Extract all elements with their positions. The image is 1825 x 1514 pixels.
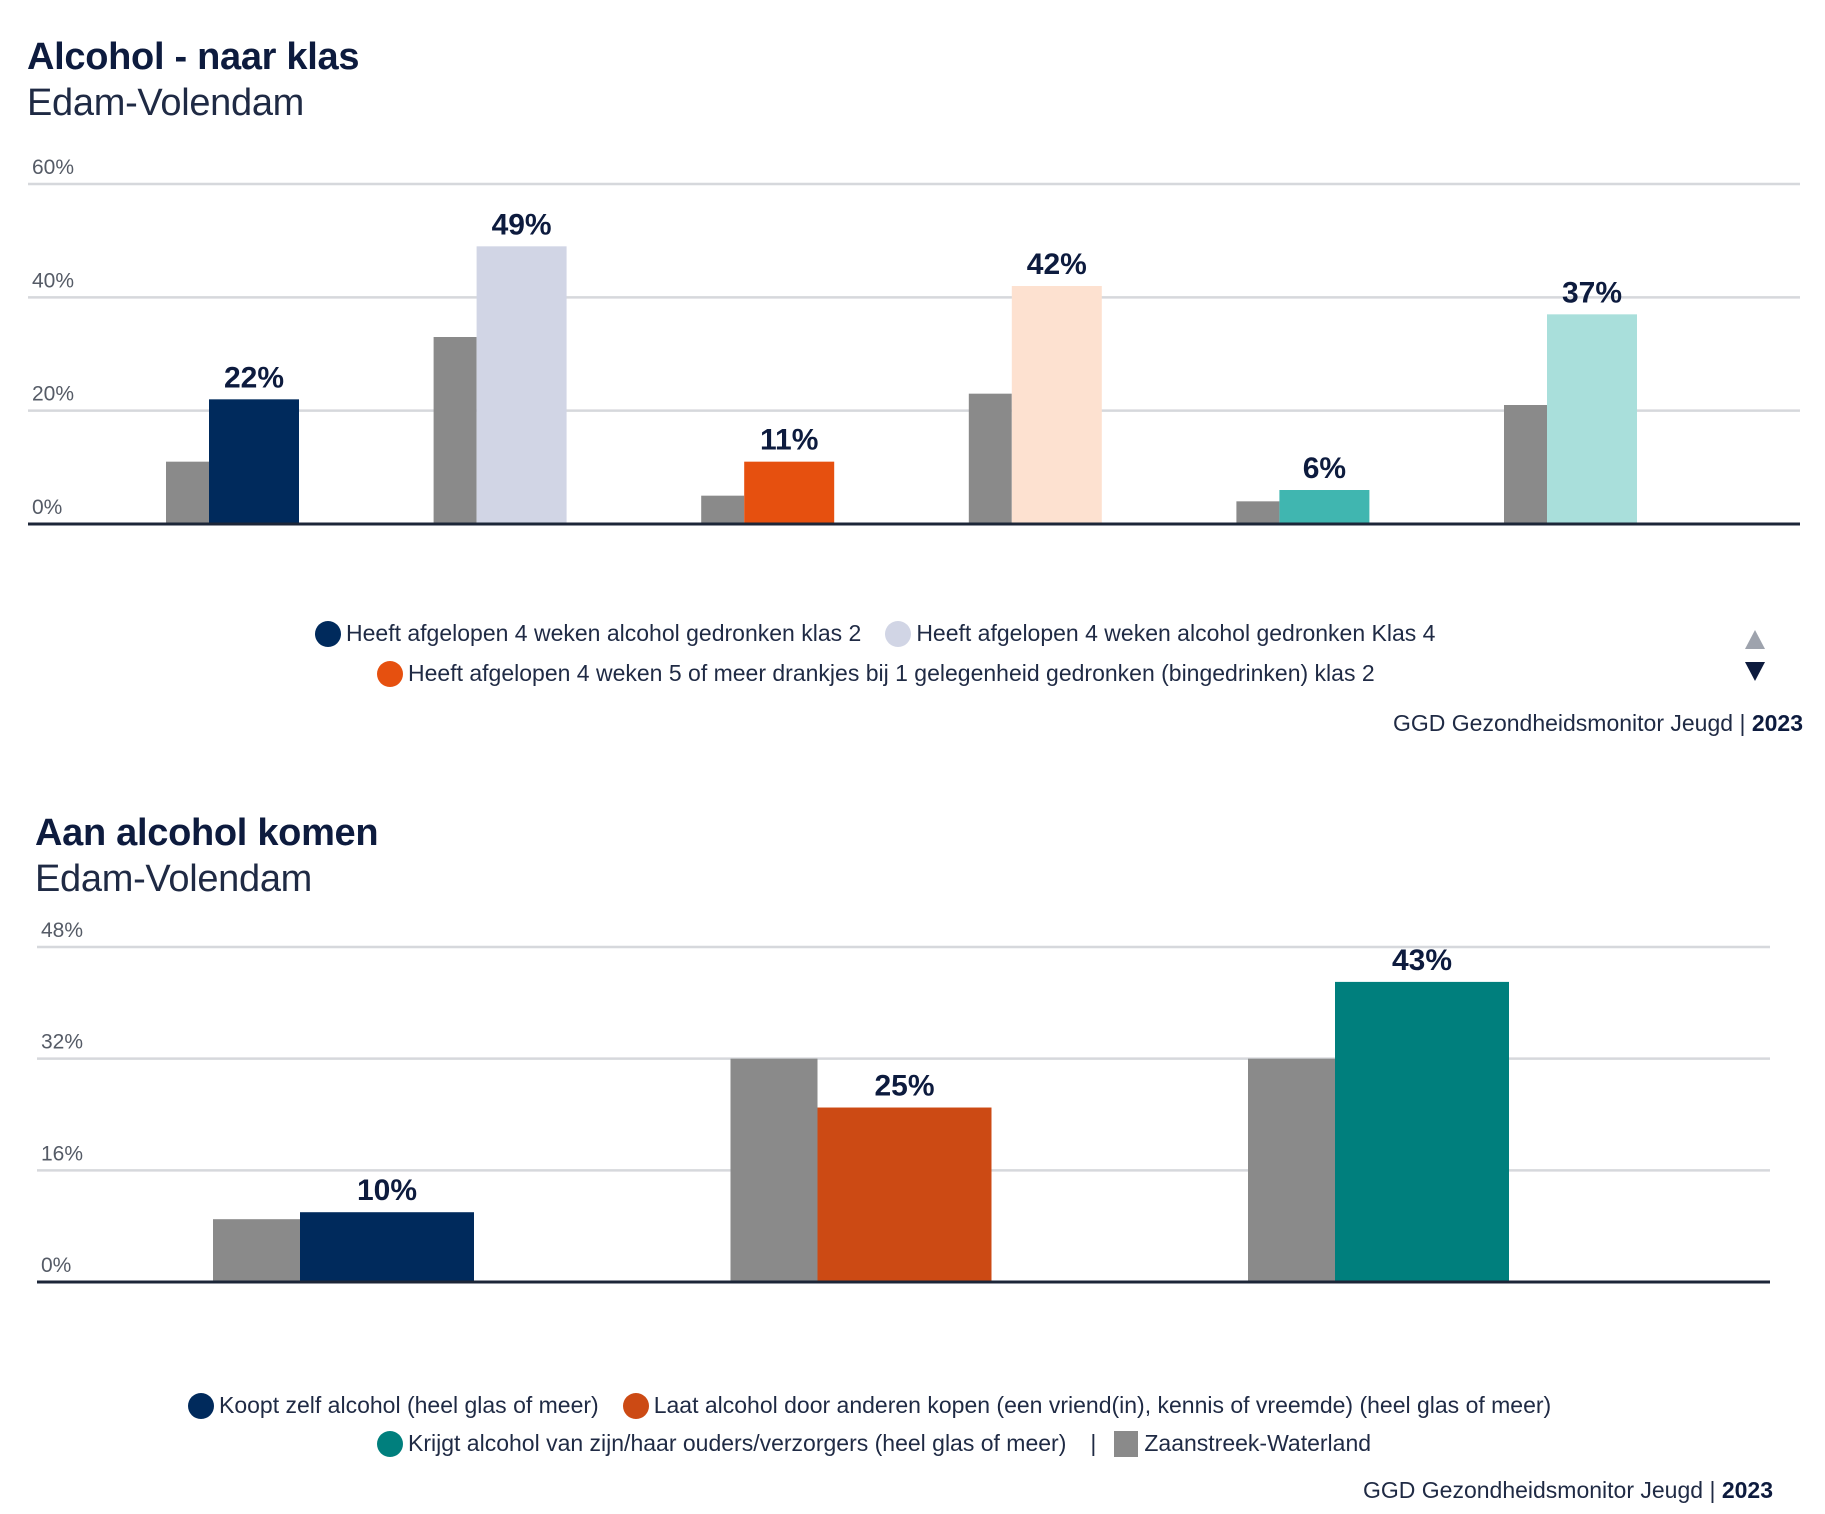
legend-row-2: Krijgt alcohol van zijn/haar ouders/verz… xyxy=(377,1430,1395,1457)
legend-row-1: Koopt zelf alcohol (heel glas of meer) L… xyxy=(188,1392,1575,1419)
value-bar[interactable] xyxy=(817,1107,992,1282)
bar-chart-alcohol-naar-klas: 0% 20% 40% 60% 22% 49% 11% 42% 6% 37% xyxy=(28,156,1800,526)
reference-bar[interactable] xyxy=(1504,405,1547,524)
legend-label: Zaanstreek-Waterland xyxy=(1144,1430,1372,1456)
reference-bar[interactable] xyxy=(166,461,209,524)
bar-value-label: 42% xyxy=(1027,248,1087,281)
source-year: 2023 xyxy=(1751,710,1803,736)
chart-title: Aan alcohol komen xyxy=(35,812,379,854)
bar-value-label: 6% xyxy=(1303,452,1346,485)
chart-subtitle: Edam-Volendam xyxy=(27,82,305,124)
legend-item-reference[interactable]: Zaanstreek-Waterland xyxy=(1114,1430,1371,1457)
y-tick-label: 20% xyxy=(32,383,74,406)
reference-bar[interactable] xyxy=(968,393,1012,524)
value-bar[interactable] xyxy=(300,1212,474,1282)
reference-bar[interactable] xyxy=(1248,1058,1335,1282)
bar-value-label: 37% xyxy=(1562,276,1622,309)
value-bar[interactable] xyxy=(209,399,299,524)
legend-row-2: Heeft afgelopen 4 weken 5 of meer drankj… xyxy=(377,660,1399,687)
legend-row-1: Heeft afgelopen 4 weken alcohol gedronke… xyxy=(315,620,1459,647)
legend-label: Koopt zelf alcohol (heel glas of meer) xyxy=(219,1392,599,1418)
y-tick-label: 60% xyxy=(32,156,74,179)
chart-panel-aan-alcohol-komen: Aan alcohol komen Edam-Volendam 0% 16% 32%… xyxy=(0,790,1825,1514)
legend-dot-icon xyxy=(885,620,912,647)
source-text: GGD Gezondheidsmonitor Jeugd xyxy=(1392,710,1734,736)
chart-subtitle: Edam-Volendam xyxy=(35,858,313,900)
value-bar[interactable] xyxy=(476,246,567,525)
legend-label: Krijgt alcohol van zijn/haar ouders/verz… xyxy=(408,1430,1067,1456)
source-text: GGD Gezondheidsmonitor Jeugd xyxy=(1362,1477,1704,1503)
reference-bar[interactable] xyxy=(730,1058,818,1282)
legend-dot-icon xyxy=(315,620,341,647)
reference-bar[interactable] xyxy=(213,1219,300,1282)
legend-item[interactable]: Koopt zelf alcohol (heel glas of meer) xyxy=(188,1392,599,1419)
legend-label: Laat alcohol door anderen kopen (een vri… xyxy=(653,1392,1552,1418)
legend-scroll-down-icon[interactable] xyxy=(1745,662,1765,681)
source-year: 2023 xyxy=(1721,1477,1773,1503)
legend-label: Heeft afgelopen 4 weken alcohol gedronke… xyxy=(346,620,862,646)
bar-value-label: 11% xyxy=(760,424,818,457)
legend-dot-icon xyxy=(622,1392,649,1419)
legend-label: Heeft afgelopen 4 weken 5 of meer drankj… xyxy=(408,660,1375,686)
bar-chart-aan-alcohol-komen: 0% 16% 32% 48% 10% 25% 43% xyxy=(37,919,1770,1284)
y-tick-label: 0% xyxy=(32,496,62,519)
value-bar[interactable] xyxy=(744,461,835,524)
legend-dot-icon xyxy=(188,1392,214,1419)
value-bar[interactable] xyxy=(1279,490,1370,524)
value-bar[interactable] xyxy=(1011,286,1102,524)
value-bar[interactable] xyxy=(1335,981,1509,1282)
chart-panel-alcohol-naar-klas: Alcohol - naar klas Edam-Volendam 0% 20% 4… xyxy=(27,36,1803,736)
y-tick-label: 0% xyxy=(41,1254,71,1277)
legend-square-icon xyxy=(1114,1430,1139,1457)
reference-bar[interactable] xyxy=(433,337,477,524)
value-bar[interactable] xyxy=(1547,314,1637,524)
chart-title: Alcohol - naar klas xyxy=(27,36,360,78)
y-tick-label: 40% xyxy=(32,269,74,292)
bar-value-label: 10% xyxy=(357,1174,417,1207)
legend-dot-icon xyxy=(377,1430,403,1457)
legend-item[interactable]: Laat alcohol door anderen kopen (een vri… xyxy=(622,1392,1552,1419)
legend-item[interactable]: Heeft afgelopen 4 weken alcohol gedronke… xyxy=(315,620,861,647)
legend-item[interactable]: Krijgt alcohol van zijn/haar ouders/verz… xyxy=(377,1430,1066,1457)
bar-value-label: 43% xyxy=(1392,944,1452,977)
y-tick-label: 48% xyxy=(41,919,83,942)
legend-separator: | xyxy=(1090,1430,1097,1456)
source-credit: GGD Gezondheidsmonitor Jeugd | 2023 xyxy=(1362,1477,1773,1503)
bar-value-label: 25% xyxy=(874,1070,934,1103)
source-credit: GGD Gezondheidsmonitor Jeugd | 2023 xyxy=(1392,710,1803,736)
legend-item[interactable]: Heeft afgelopen 4 weken 5 of meer drankj… xyxy=(377,660,1375,687)
bar-value-label: 22% xyxy=(224,361,284,394)
legend-scroll-up-icon[interactable] xyxy=(1745,630,1765,649)
bar-value-label: 49% xyxy=(492,208,552,241)
legend-dot-icon xyxy=(377,660,403,687)
y-tick-label: 32% xyxy=(41,1031,83,1054)
reference-bar[interactable] xyxy=(701,495,745,524)
y-tick-label: 16% xyxy=(41,1142,83,1165)
legend-item[interactable]: Heeft afgelopen 4 weken alcohol gedronke… xyxy=(885,620,1435,647)
reference-bar[interactable] xyxy=(1236,501,1280,524)
legend-label: Heeft afgelopen 4 weken alcohol gedronke… xyxy=(916,620,1436,646)
